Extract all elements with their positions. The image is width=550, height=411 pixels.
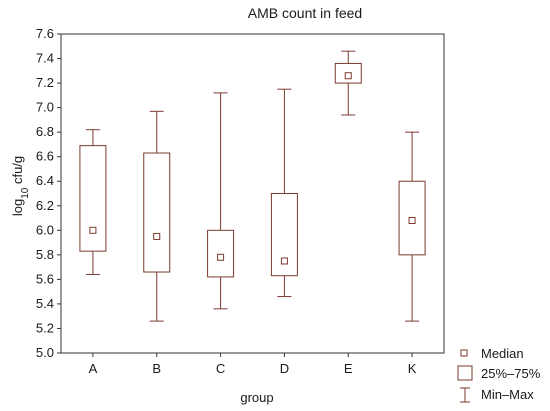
y-tick-label: 6.4 (36, 173, 54, 188)
legend-label-median: Median (481, 346, 524, 361)
iqr-box (79, 145, 107, 252)
plot-area-frame (60, 33, 445, 354)
y-tick-label: 7.2 (36, 75, 54, 90)
box-group-e (334, 50, 362, 116)
y-axis-label: log10 cfu/g (10, 156, 31, 216)
x-tick-label-k: K (408, 361, 417, 376)
legend-item-iqr: 25%–75% (457, 365, 541, 381)
y-tick-label: 5.4 (36, 296, 54, 311)
y-tick-label: 7.0 (36, 100, 54, 115)
box-group-c (207, 92, 235, 310)
y-tick-label: 6.2 (36, 198, 54, 213)
iqr-box-icon (457, 365, 473, 381)
y-axis-ticks: 5.0 5.2 5.4 5.6 5.8 6.0 6.2 6.4 6.6 6.8 7.0 7.2 7.4 7… (36, 26, 61, 360)
y-tick-label: 5.6 (36, 271, 54, 286)
x-axis-label: group (240, 390, 273, 405)
x-tick-label-e: E (344, 361, 353, 376)
y-tick-label: 6.8 (36, 124, 54, 139)
y-tick-label: 5.0 (36, 345, 54, 360)
y-tick-label: 7.6 (36, 26, 54, 41)
legend-label-range: Min–Max (481, 387, 534, 402)
y-axis-label-subscript: 10 (20, 187, 31, 199)
median-marker (280, 257, 288, 265)
y-tick-label: 5.8 (36, 247, 54, 262)
legend: Median 25%–75% Min–Max (457, 346, 541, 403)
box-plot-series (79, 50, 426, 322)
box-group-b (143, 110, 171, 322)
median-marker (153, 232, 161, 240)
box-group-k (398, 131, 426, 322)
y-tick-label: 7.4 (36, 51, 54, 66)
legend-item-range: Min–Max (460, 387, 534, 403)
y-axis-label-suffix: cfu/g (10, 156, 25, 188)
iqr-box (143, 152, 171, 273)
box-group-a (79, 129, 107, 275)
x-tick-label-c: C (216, 361, 225, 376)
y-tick-label: 6.0 (36, 222, 54, 237)
y-tick-label: 5.2 (36, 320, 54, 335)
median-marker (408, 216, 416, 224)
y-axis-label-prefix: log (10, 199, 25, 216)
chart-title: AMB count in feed (248, 5, 362, 21)
median-marker (344, 72, 352, 80)
legend-item-median: Median (460, 346, 524, 361)
box-group-d (270, 88, 298, 298)
iqr-box (207, 229, 235, 278)
x-tick-label-a: A (89, 361, 98, 376)
x-tick-label-d: D (280, 361, 289, 376)
median-marker (89, 226, 97, 234)
median-marker-icon (460, 349, 468, 357)
y-tick-label: 6.6 (36, 149, 54, 164)
median-marker (217, 253, 225, 261)
x-tick-label-b: B (152, 361, 161, 376)
legend-label-iqr: 25%–75% (481, 366, 541, 381)
